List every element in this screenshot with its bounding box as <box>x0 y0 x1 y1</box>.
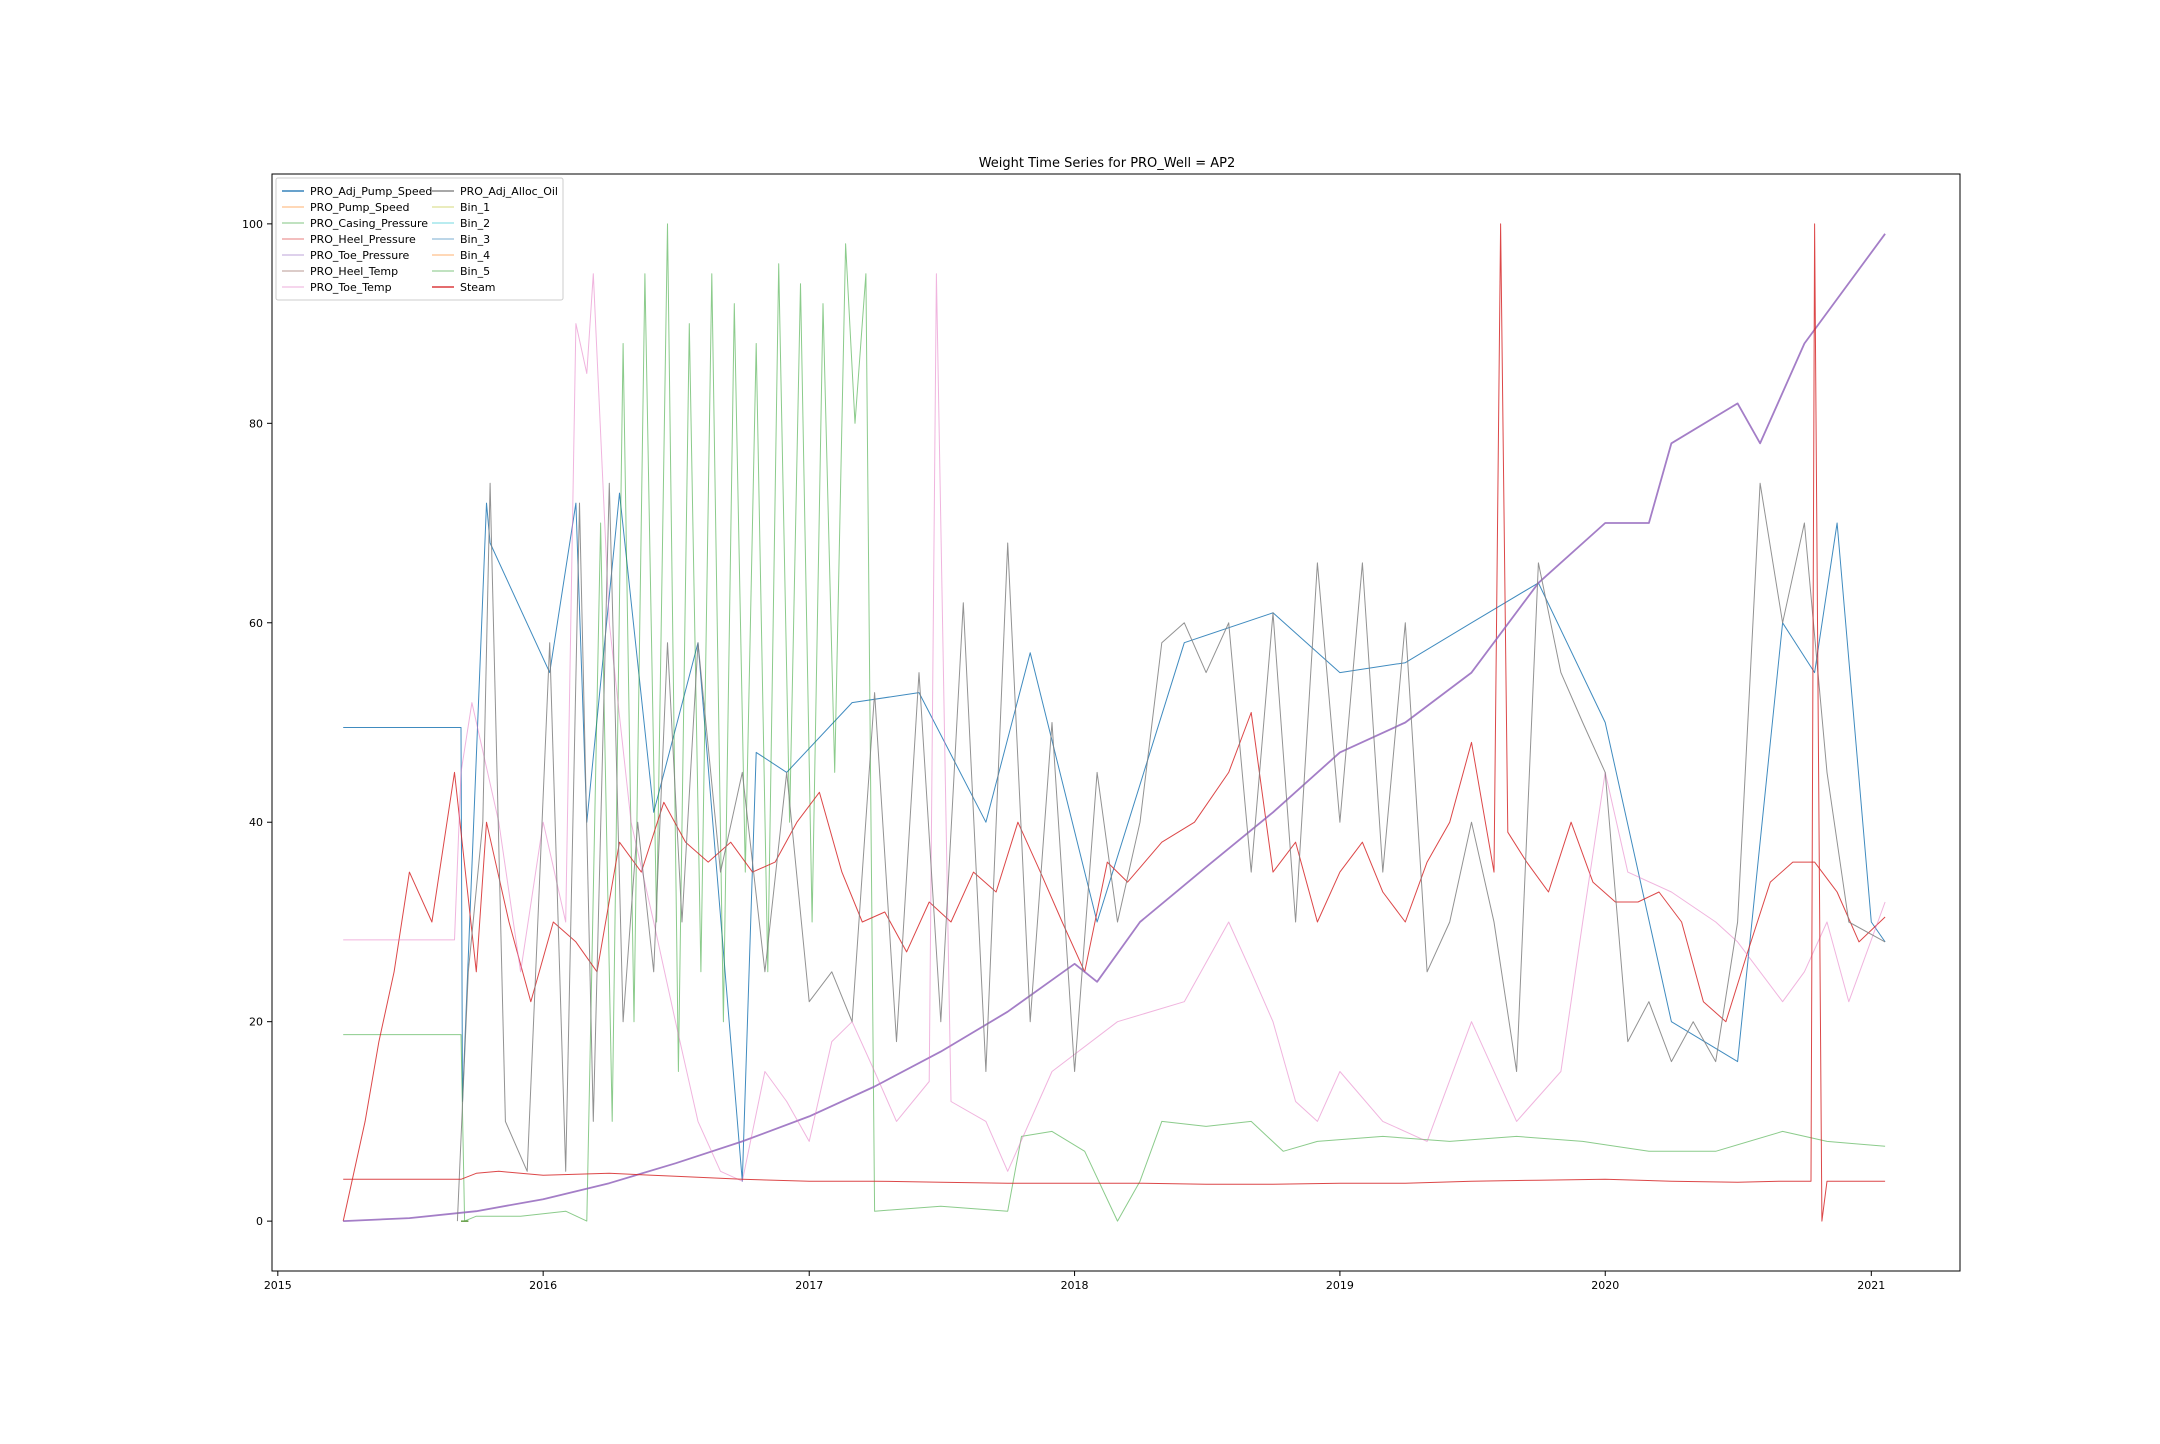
y-tick-label: 0 <box>256 1215 263 1228</box>
series-line-pro-heel-pressure <box>342 223 1886 1222</box>
plot-frame <box>271 173 1961 1272</box>
x-tick-label: 2015 <box>264 1279 292 1292</box>
series-line-pro-casing-pressure <box>343 223 1886 1222</box>
x-tick-label: 2019 <box>1326 1279 1354 1292</box>
legend-label: PRO_Pump_Speed <box>310 201 410 214</box>
legend-label: Bin_2 <box>460 217 490 230</box>
y-tick-label: 60 <box>249 617 263 630</box>
legend-label: Bin_4 <box>460 249 490 262</box>
y-tick-label: 40 <box>249 816 263 829</box>
y-tick-label: 100 <box>242 218 263 231</box>
x-tick-label: 2018 <box>1061 1279 1089 1292</box>
x-tick-label: 2016 <box>529 1279 557 1292</box>
x-tick-label: 2021 <box>1857 1279 1885 1292</box>
x-tick-label: 2017 <box>795 1279 823 1292</box>
legend-label: PRO_Toe_Temp <box>310 281 392 294</box>
y-axis: 0 20 40 60 80 100 <box>242 218 272 1228</box>
x-tick-label: 2020 <box>1591 1279 1619 1292</box>
legend: PRO_Adj_Pump_Speed PRO_Pump_Speed PRO_Casi… <box>275 177 564 301</box>
legend-label: Bin_1 <box>460 201 490 214</box>
legend-label: Steam <box>460 281 496 294</box>
legend-label: PRO_Toe_Pressure <box>310 249 409 262</box>
series-line-pro-toe-pressure <box>343 233 1886 1222</box>
legend-label: PRO_Adj_Alloc_Oil <box>460 185 558 198</box>
series-layer <box>342 223 1886 1222</box>
y-tick-label: 20 <box>249 1016 263 1029</box>
y-tick-label: 80 <box>249 417 263 430</box>
legend-box <box>275 177 564 301</box>
legend-label: PRO_Casing_Pressure <box>310 217 428 230</box>
chart-title: Weight Time Series for PRO_Well = AP2 <box>979 156 1236 171</box>
series-line-steam <box>343 223 1886 1222</box>
x-axis: 2015 2016 2017 2018 2019 2020 2021 <box>264 1271 1885 1292</box>
series-line-pro-adj-alloc-oil <box>456 482 1886 1222</box>
legend-label: PRO_Heel_Temp <box>310 265 398 278</box>
legend-label: Bin_5 <box>460 265 490 278</box>
series-line-pro-adj-pump-speed <box>343 492 1886 1182</box>
legend-label: PRO_Adj_Pump_Speed <box>310 185 432 198</box>
legend-label: PRO_Heel_Pressure <box>310 233 416 246</box>
legend-label: Bin_3 <box>460 233 490 246</box>
